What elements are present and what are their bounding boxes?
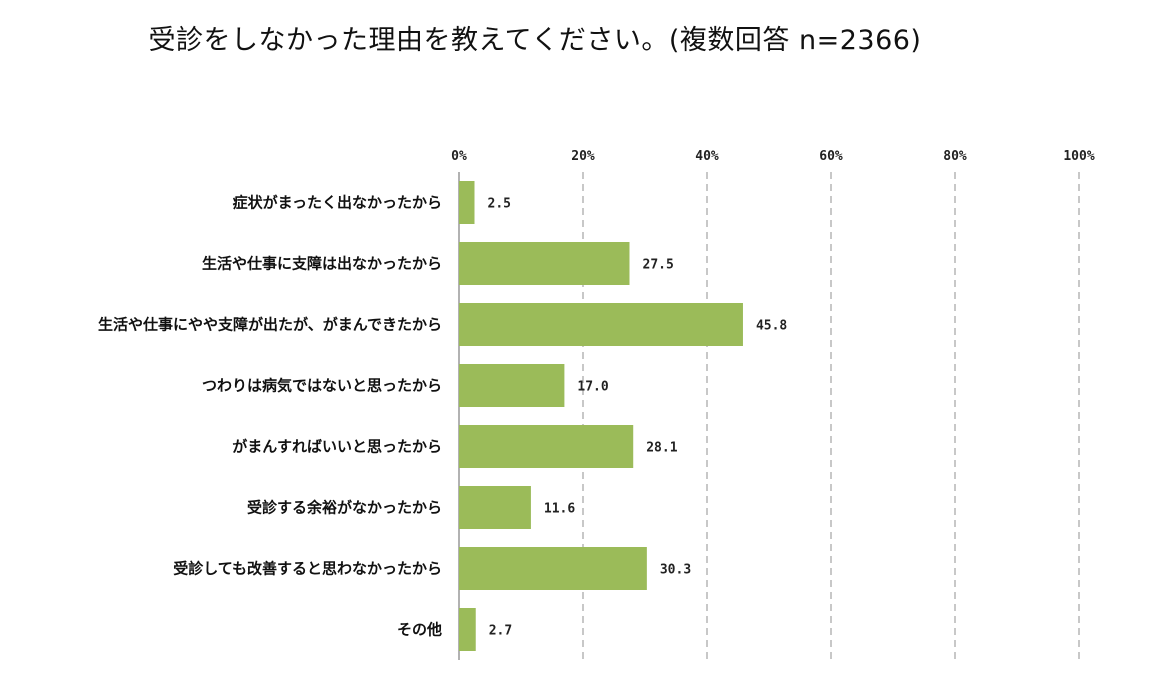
bar bbox=[459, 181, 475, 224]
x-tick-label: 100% bbox=[1063, 149, 1094, 164]
category-label: 生活や仕事に支障は出なかったから bbox=[202, 255, 442, 273]
x-tick-label: 20% bbox=[571, 149, 595, 164]
category-label: がまんすればいいと思ったから bbox=[232, 438, 442, 456]
data-label: 45.8 bbox=[756, 319, 787, 334]
bar bbox=[459, 364, 565, 407]
bar bbox=[459, 486, 531, 529]
x-tick-label: 0% bbox=[451, 149, 467, 164]
data-label: 17.0 bbox=[577, 380, 608, 395]
x-tick-label: 80% bbox=[943, 149, 967, 164]
x-tick-label: 60% bbox=[819, 149, 843, 164]
category-label: その他 bbox=[397, 621, 442, 639]
data-label: 2.7 bbox=[489, 624, 512, 639]
bar bbox=[459, 608, 476, 651]
data-label: 30.3 bbox=[660, 563, 691, 578]
data-label: 28.1 bbox=[646, 441, 677, 456]
x-tick-label: 40% bbox=[695, 149, 719, 164]
bar bbox=[459, 547, 647, 590]
bar bbox=[459, 242, 630, 285]
category-label: 症状がまったく出なかったから bbox=[233, 194, 442, 212]
data-label: 11.6 bbox=[544, 502, 575, 517]
data-label: 27.5 bbox=[643, 258, 674, 273]
chart-title: 受診をしなかった理由を教えてください。(複数回答 n=2366) bbox=[148, 25, 922, 56]
category-label: つわりは病気ではないと思ったから bbox=[202, 377, 442, 395]
data-label: 2.5 bbox=[488, 197, 511, 212]
category-label: 受診する余裕がなかったから bbox=[247, 499, 442, 517]
category-label: 受診しても改善すると思わなかったから bbox=[173, 560, 442, 578]
bar bbox=[459, 303, 743, 346]
category-label: 生活や仕事にやや支障が出たが、がまんできたから bbox=[98, 316, 442, 334]
bar bbox=[459, 425, 634, 468]
